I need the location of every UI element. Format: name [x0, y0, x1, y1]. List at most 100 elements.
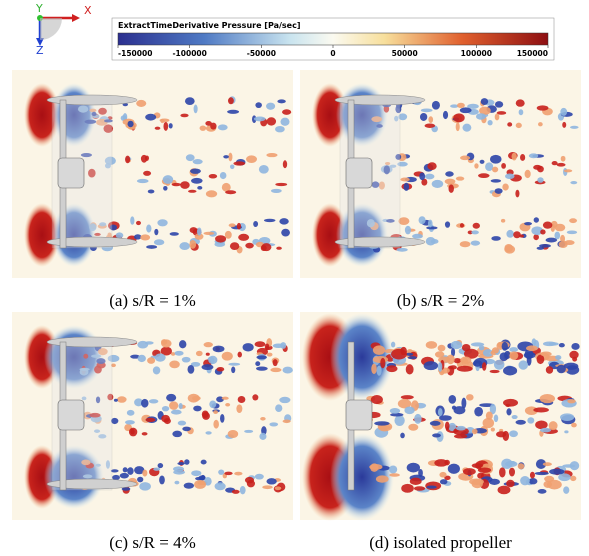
- vortex-blob: [170, 409, 182, 415]
- vortex-blob: [203, 231, 215, 235]
- vortex-blob: [98, 107, 107, 115]
- vortex-blob: [210, 122, 217, 130]
- vortex-blob: [103, 119, 113, 123]
- vortex-blob: [444, 475, 451, 481]
- vortex-blob: [378, 181, 385, 190]
- vortex-blob: [163, 185, 168, 191]
- vortex-blob: [183, 482, 195, 489]
- vortex-blob: [145, 417, 156, 422]
- vortex-blob: [395, 153, 402, 160]
- vortex-blob: [527, 417, 535, 424]
- vortex-blob: [536, 354, 545, 365]
- vortex-blob: [163, 418, 171, 425]
- vortex-blob: [509, 351, 519, 360]
- vortex-blob: [227, 429, 239, 439]
- vortex-blob: [503, 365, 518, 376]
- vortex-blob: [453, 406, 466, 415]
- duct-top: [334, 94, 426, 106]
- vortex-blob: [224, 471, 233, 476]
- vortex-blob: [214, 482, 226, 491]
- vortex-blob: [103, 124, 114, 133]
- vortex-blob: [407, 356, 417, 360]
- vortex-blob: [204, 477, 212, 486]
- vortex-blob: [389, 465, 398, 474]
- vortex-blob: [404, 406, 415, 415]
- vortex-blob: [277, 99, 286, 104]
- vortex-blob: [192, 159, 203, 165]
- flow-panel: [300, 70, 581, 278]
- vortex-blob: [497, 485, 511, 495]
- vortex-blob: [405, 352, 414, 356]
- vortex-blob: [563, 486, 570, 494]
- vortex-blob: [258, 164, 269, 174]
- vortex-blob: [253, 116, 266, 122]
- vortex-blob: [571, 422, 577, 428]
- vortex-blob: [178, 340, 187, 349]
- vortex-blob: [374, 421, 390, 426]
- vortex-blob: [569, 218, 578, 224]
- colorbar-tick-label: 0: [330, 49, 335, 58]
- vortex-blob: [272, 343, 285, 348]
- vortex-blob: [401, 483, 414, 493]
- vortex-blob: [551, 160, 558, 166]
- vortex-blob: [470, 342, 485, 347]
- vortex-blob: [471, 479, 483, 489]
- vortex-blob: [437, 408, 443, 417]
- vortex-blob: [560, 107, 568, 116]
- vortex-blob: [472, 222, 480, 229]
- vortex-blob: [219, 171, 227, 180]
- vortex-blob: [560, 155, 566, 162]
- vortex-blob: [111, 363, 116, 368]
- vortex-blob: [96, 358, 106, 365]
- vortex-blob: [94, 232, 101, 236]
- vortex-blob: [409, 477, 422, 486]
- vortex-blob: [168, 123, 173, 129]
- vortex-blob: [178, 402, 183, 410]
- vortex-blob: [500, 218, 506, 223]
- vortex-blob: [467, 103, 479, 109]
- vortex-blob: [533, 234, 539, 241]
- vortex-blob: [398, 217, 410, 225]
- vortex-blob: [115, 232, 124, 239]
- vortex-blob: [107, 354, 120, 363]
- vortex-blob: [477, 467, 492, 473]
- vortex-blob: [173, 469, 186, 475]
- vortex-blob: [141, 398, 149, 408]
- vortex-blob: [242, 343, 254, 352]
- vortex-blob: [94, 429, 101, 433]
- vortex-blob: [434, 459, 449, 467]
- vortex-blob: [448, 184, 454, 193]
- vortex-blob: [194, 479, 207, 489]
- vortex-blob: [510, 460, 516, 465]
- vortex-blob: [238, 233, 250, 241]
- vortex-blob: [221, 182, 231, 192]
- vortex-blob: [437, 344, 446, 352]
- vortex-blob: [228, 152, 233, 162]
- vortex-blob: [198, 475, 206, 481]
- pressure-lobe: [24, 203, 60, 267]
- vortex-blob: [529, 471, 535, 479]
- vortex-blob: [154, 228, 159, 236]
- vortex-blob: [504, 245, 516, 254]
- vortex-blob: [272, 359, 278, 367]
- vortex-blob: [89, 223, 97, 232]
- vortex-blob: [139, 482, 151, 491]
- axis-y-label: Y: [35, 2, 43, 15]
- vortex-blob: [256, 355, 267, 360]
- vortex-blob: [275, 125, 285, 133]
- vortex-blob: [180, 181, 190, 189]
- vortex-blob: [209, 400, 217, 409]
- vortex-blob: [205, 190, 218, 198]
- vortex-blob: [467, 230, 473, 235]
- vortex-blob: [122, 467, 128, 473]
- vortex-blob: [255, 361, 261, 367]
- vortex-blob: [81, 396, 87, 401]
- vortex-blob: [427, 162, 437, 170]
- vortex-blob: [480, 98, 489, 105]
- vortex-blob: [282, 160, 288, 169]
- vortex-blob: [457, 102, 465, 109]
- vortex-blob: [169, 360, 180, 369]
- vortex-blob: [453, 113, 465, 123]
- vortex-blob: [107, 393, 114, 401]
